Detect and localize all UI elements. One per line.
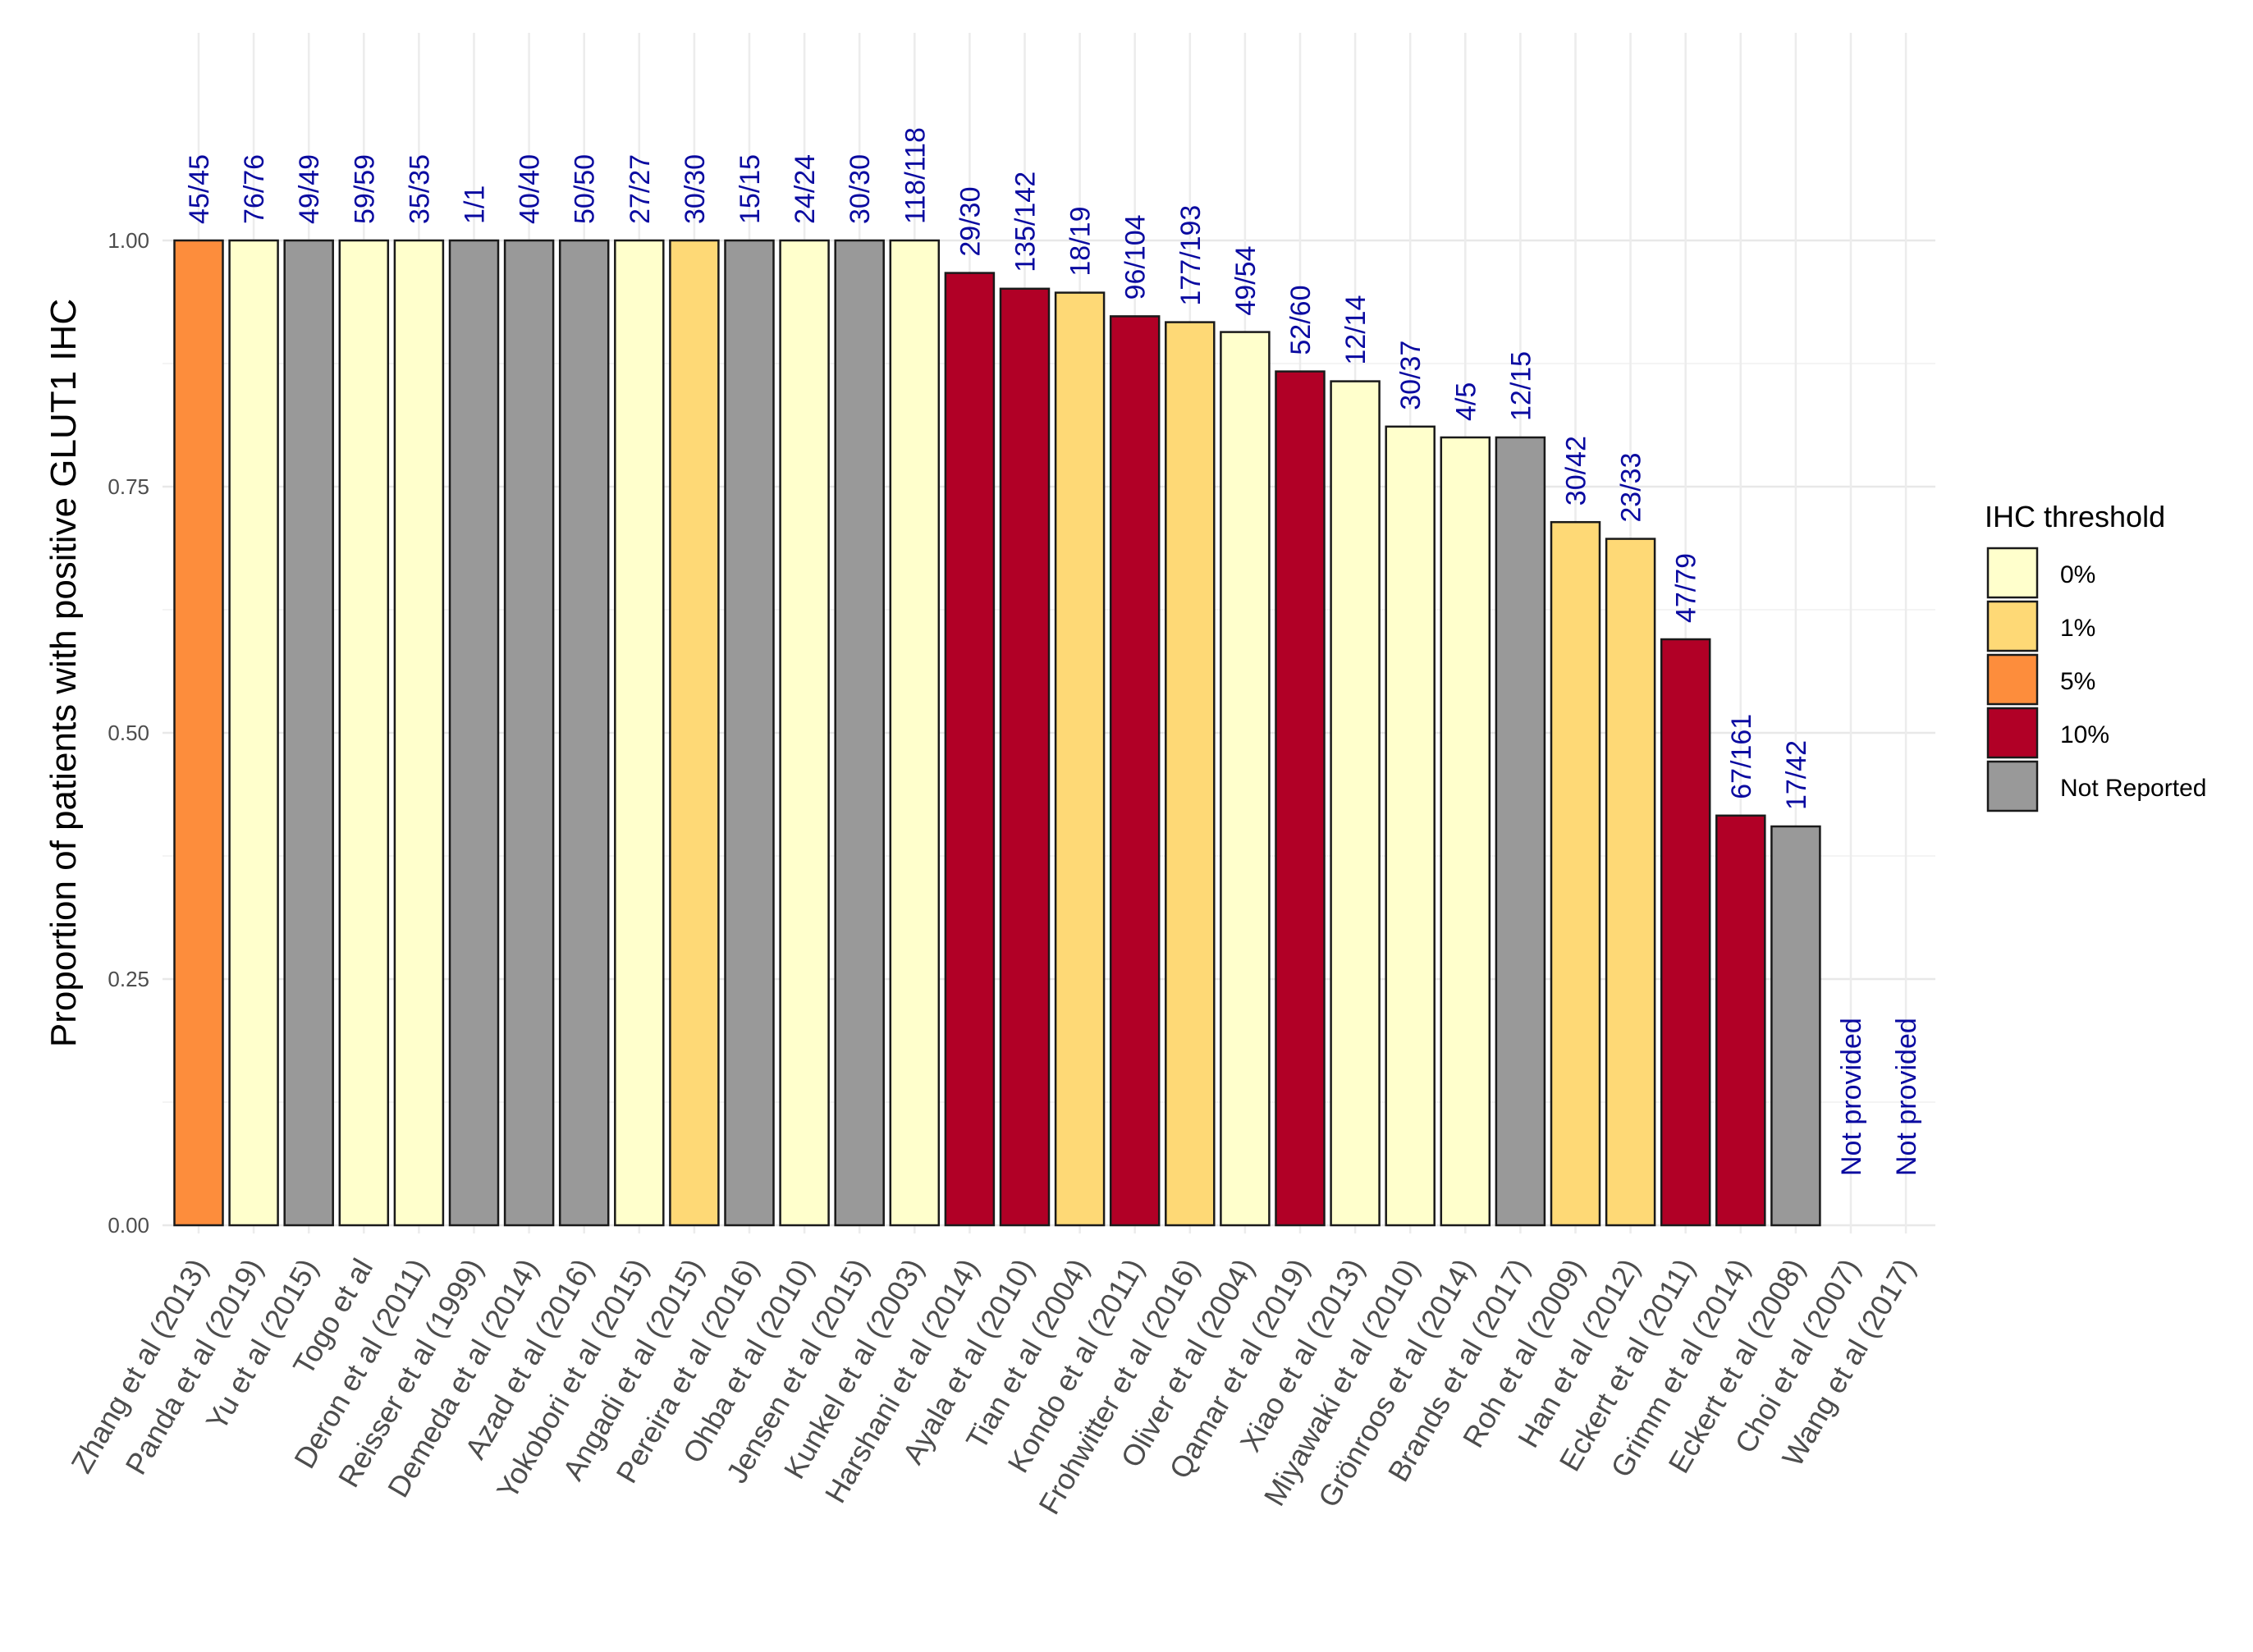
- bar-kondo-et-al-2011: [1109, 315, 1161, 1227]
- data-label: 17/42: [1781, 740, 1812, 810]
- data-label: 24/24: [790, 154, 821, 224]
- data-label: 40/40: [515, 154, 546, 224]
- bar-demeda-et-al-2014: [503, 239, 555, 1227]
- x-axis: Zhang et al (2013)Panda et al (2019)Yu e…: [64, 1253, 1921, 1520]
- bar-panda-et-al-2019: [228, 239, 279, 1227]
- data-label-not-provided: Not provided: [1836, 1018, 1867, 1176]
- legend-label: Not Reported: [2060, 775, 2206, 802]
- data-label: 49/49: [294, 154, 325, 224]
- bar-jensen-et-al-2015: [834, 239, 885, 1227]
- bar-eckert-et-al-2011: [1660, 638, 1711, 1227]
- legend-swatch-0: [1986, 547, 2039, 599]
- bar-oliver-et-al-2004: [1220, 331, 1271, 1227]
- data-label: 118/118: [900, 127, 931, 224]
- data-label: 67/161: [1726, 714, 1757, 799]
- bar-roh-et-al-2009: [1550, 520, 1601, 1227]
- legend-label: 10%: [2060, 721, 2109, 748]
- data-label: 52/60: [1285, 286, 1317, 355]
- data-label: 35/35: [404, 154, 435, 224]
- bar-eckert-et-al-2008: [1770, 825, 1821, 1227]
- y-tick-label: 1.00: [108, 228, 149, 253]
- bars: [173, 239, 1821, 1227]
- y-axis: 0.00 0.25 0.50 0.75 1.00: [108, 228, 149, 1238]
- bar-yokobori-et-al-2015: [614, 239, 665, 1227]
- bar-harshani-et-al-2014: [944, 272, 996, 1227]
- data-label: 45/45: [184, 154, 215, 224]
- data-labels: 45/45 76/76 49/49 59/59 35/35 1/1 40/40 50/50 27…: [184, 127, 1922, 1176]
- data-label: 96/104: [1120, 214, 1152, 300]
- data-label: 18/19: [1065, 207, 1097, 277]
- legend-swatch-not-reported: [1986, 760, 2039, 812]
- bar-angadi-et-al-2015: [669, 239, 720, 1227]
- data-label: 23/33: [1616, 453, 1647, 523]
- legend-label: 1%: [2060, 615, 2095, 642]
- data-label: 30/37: [1395, 341, 1426, 410]
- bar-kunkel-et-al-2003: [889, 239, 941, 1227]
- bar-togo-et-al: [338, 239, 390, 1227]
- bar-ohba-et-al-2010: [779, 239, 830, 1227]
- bar-tian-et-al-2004: [1054, 291, 1106, 1227]
- bar-reisser-et-al-1999: [448, 239, 500, 1227]
- legend-label: 0%: [2060, 561, 2095, 588]
- data-label: 12/14: [1340, 295, 1371, 365]
- data-label: 59/59: [349, 154, 380, 224]
- bar-frohwitter-et-al-2016: [1165, 321, 1216, 1227]
- data-label: 50/50: [570, 154, 601, 224]
- y-axis-label: Proportion of patients with positive GLU…: [44, 299, 84, 1047]
- bar-han-et-al-2012: [1605, 538, 1656, 1227]
- bar-yu-et-al-2015: [283, 239, 334, 1227]
- bar-zhang-et-al-2013: [173, 239, 224, 1227]
- y-tick-label: 0.25: [108, 967, 149, 991]
- bar-brands-et-al-2017: [1495, 436, 1546, 1227]
- data-label: 29/30: [955, 187, 986, 257]
- data-label: 4/5: [1450, 382, 1481, 421]
- bar-pereira-et-al-2016: [724, 239, 775, 1227]
- data-label: 177/193: [1175, 205, 1207, 306]
- data-label: 135/142: [1010, 172, 1042, 272]
- data-label: 1/1: [460, 185, 491, 224]
- legend: IHC threshold 0% 1% 5% 10% Not Reported: [1985, 500, 2206, 812]
- legend-title: IHC threshold: [1985, 500, 2165, 533]
- data-label: 30/30: [845, 154, 876, 224]
- data-label: 27/27: [625, 154, 656, 224]
- y-tick-label: 0.75: [108, 474, 149, 499]
- legend-swatch-10: [1986, 707, 2039, 759]
- data-label: 15/15: [735, 154, 766, 224]
- legend-swatch-1: [1986, 600, 2039, 652]
- bar-gr-nroos-et-al-2014: [1440, 436, 1491, 1227]
- data-label: 49/54: [1230, 246, 1262, 316]
- data-label: 30/42: [1561, 436, 1592, 506]
- data-label: 12/15: [1505, 351, 1536, 421]
- legend-swatch-5: [1986, 653, 2039, 706]
- bar-qamar-et-al-2019: [1275, 370, 1326, 1227]
- legend-label: 5%: [2060, 668, 2095, 695]
- data-label-not-provided: Not provided: [1891, 1018, 1922, 1176]
- data-label: 76/76: [239, 154, 270, 224]
- y-tick-label: 0.50: [108, 721, 149, 745]
- bar-azad-et-al-2016: [558, 239, 610, 1227]
- bar-ayala-et-al-2010: [999, 287, 1051, 1227]
- data-label: 47/79: [1671, 553, 1702, 623]
- bar-grimm-et-al-2014: [1715, 814, 1766, 1227]
- bar-xiao-et-al-2013: [1330, 380, 1381, 1227]
- bar-miyawaki-et-al-2010: [1385, 425, 1436, 1227]
- y-tick-label: 0.00: [108, 1213, 149, 1238]
- bar-deron-et-al-2011: [393, 239, 445, 1227]
- data-label: 30/30: [680, 154, 711, 224]
